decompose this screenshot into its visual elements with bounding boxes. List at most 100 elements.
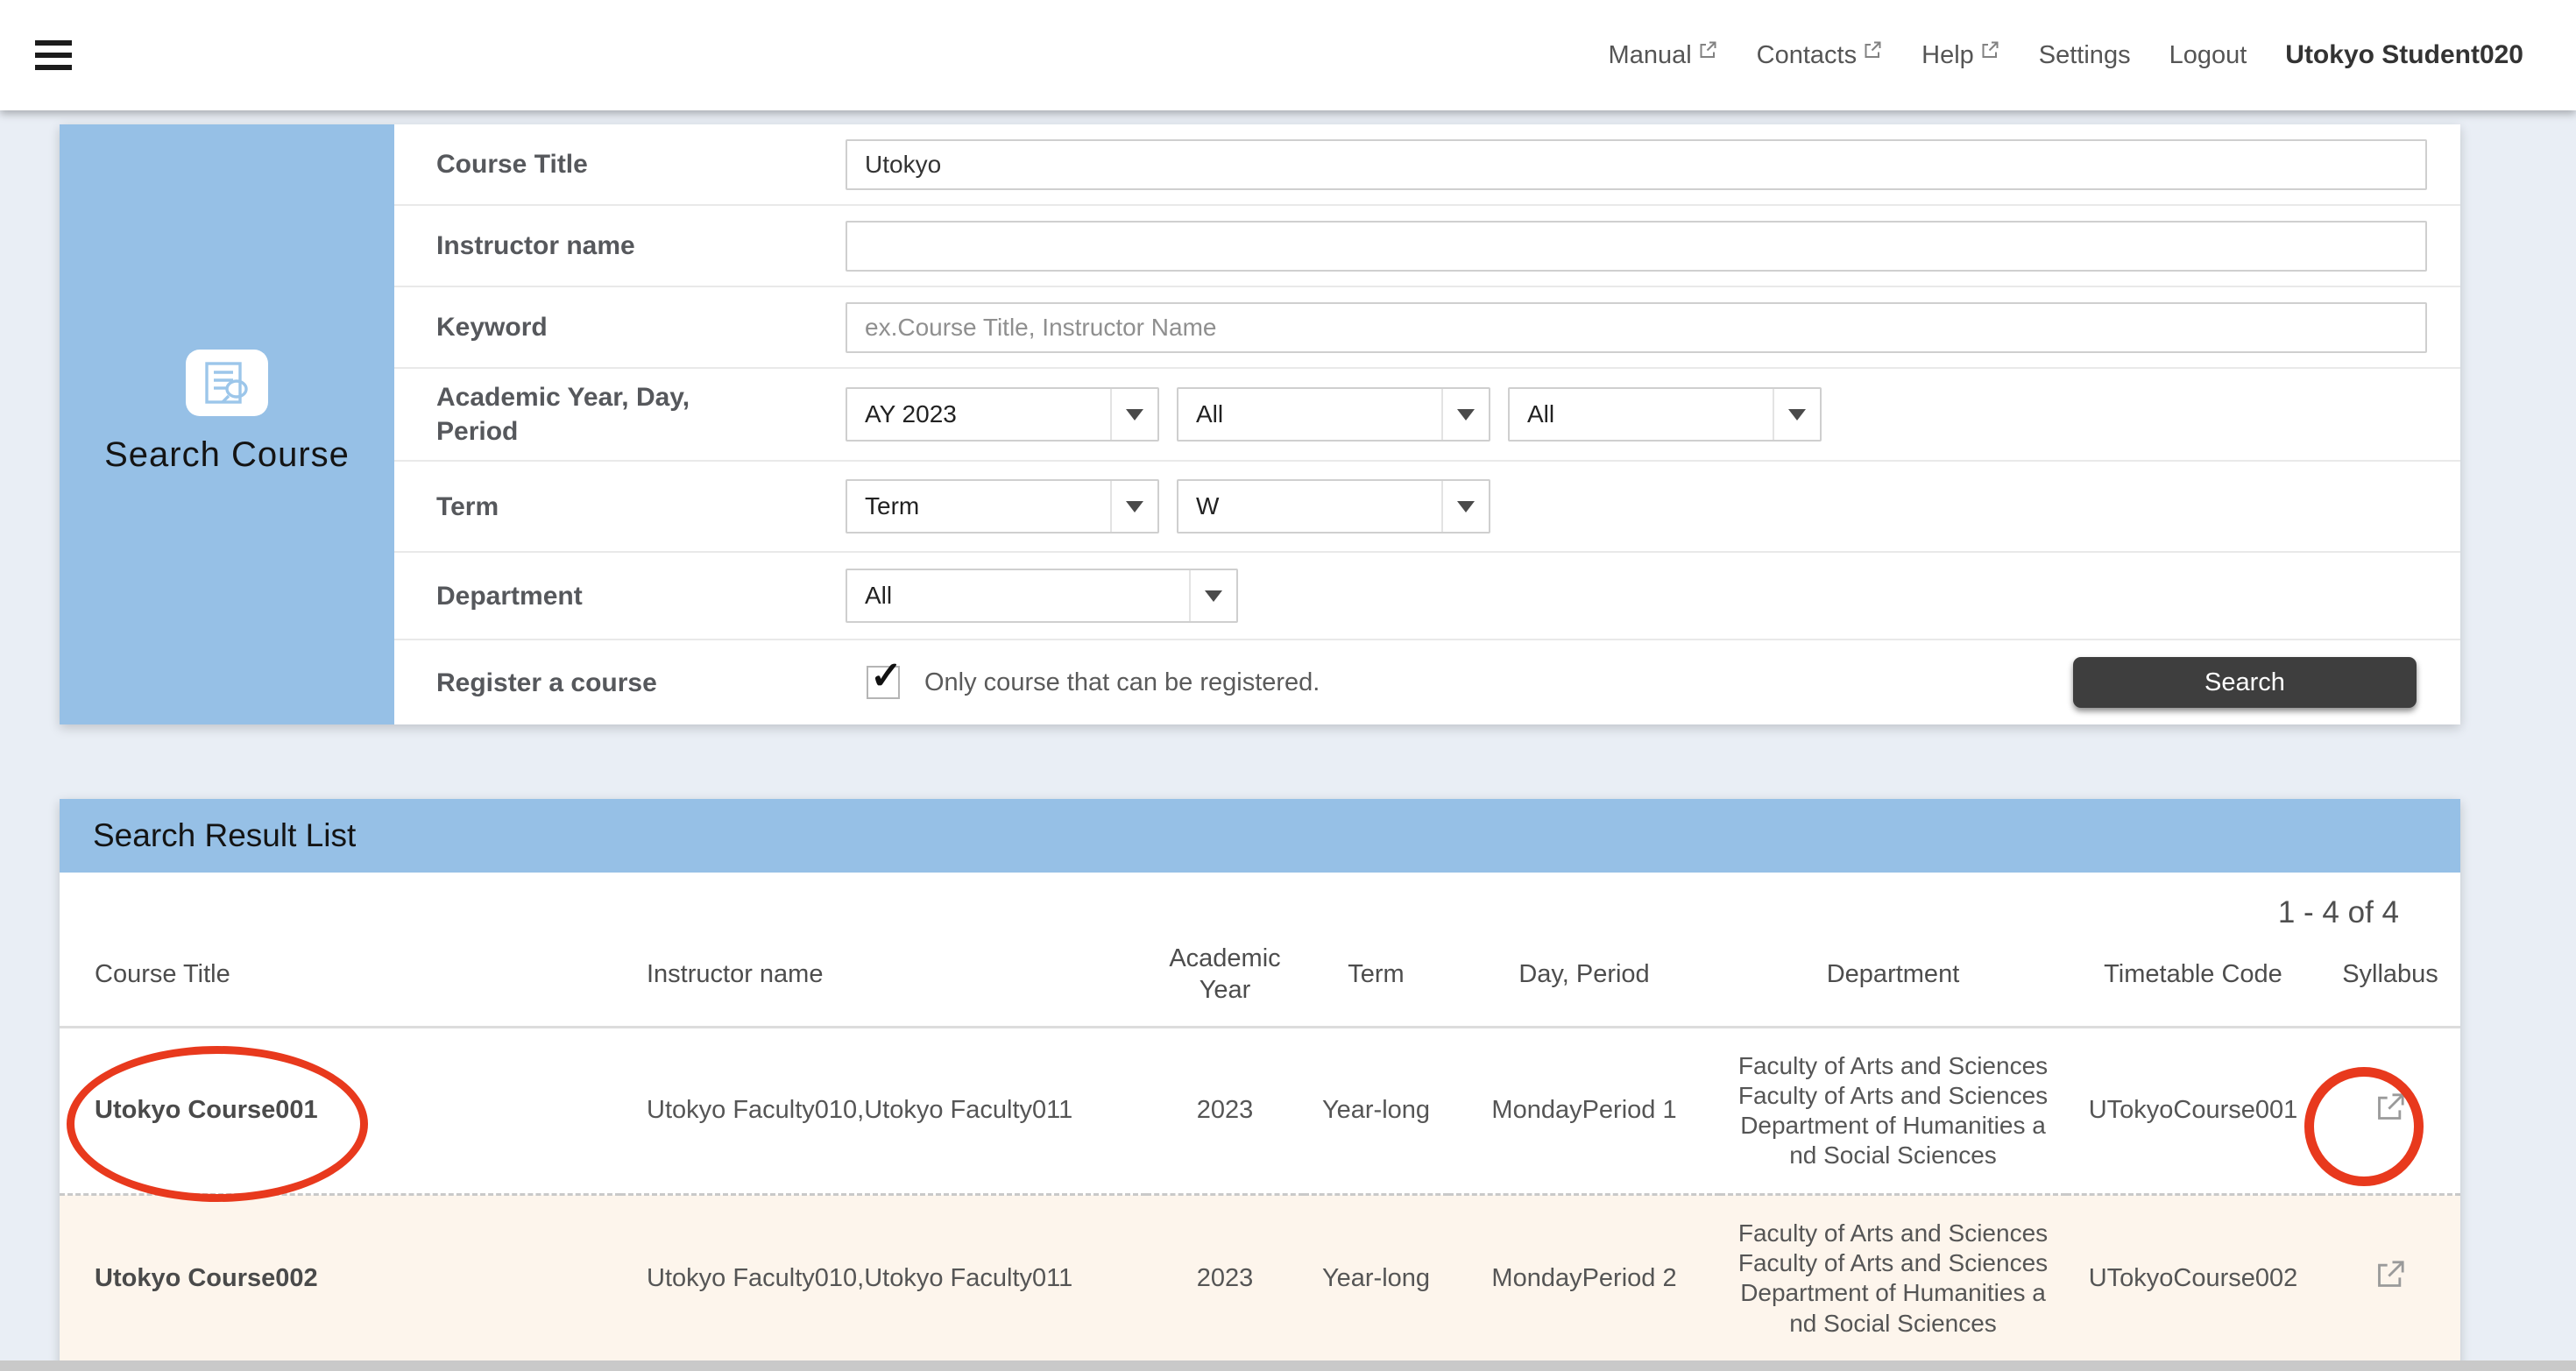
chevron-down-icon	[1773, 389, 1820, 440]
external-link-icon	[1700, 41, 1716, 58]
column-header-department: Department	[1826, 960, 1960, 989]
academic-year-cell: 2023	[1196, 1096, 1254, 1125]
day-select[interactable]: All	[1177, 387, 1490, 442]
form-row-term: Term Term W	[394, 462, 2460, 553]
search-result-list-header: Search Result List	[60, 799, 2460, 873]
nav-logout-label: Logout	[2169, 40, 2247, 69]
term-cell: Year-long	[1304, 1193, 1448, 1361]
form-row-instructor-name: Instructor name	[394, 206, 2460, 287]
course-title-controls	[846, 138, 2460, 190]
hamburger-bar	[35, 65, 72, 70]
nav-contacts-label: Contacts	[1756, 40, 1858, 69]
syllabus-cell	[2320, 1193, 2460, 1361]
course-title-input[interactable]	[846, 138, 2427, 190]
search-form: Course Title Instructor name Keyword	[394, 124, 2460, 724]
register-checkbox[interactable]: ✓	[867, 657, 902, 699]
keyword-input[interactable]	[846, 301, 2427, 353]
keyword-controls	[846, 301, 2460, 353]
form-row-keyword: Keyword	[394, 287, 2460, 369]
department-cell: Faculty of Arts and Sciences Faculty of …	[1720, 1193, 2066, 1361]
column-header-day-period: Day, Period	[1518, 960, 1650, 989]
chevron-down-icon	[1189, 570, 1236, 621]
course-title-label: Course Title	[436, 150, 588, 179]
horizontal-scrollbar[interactable]	[0, 1360, 2576, 1371]
search-course-title: Search Course	[104, 435, 350, 474]
term-value-select[interactable]: W	[1177, 479, 1490, 534]
search-course-card: Search Course Course Title Instructor na…	[60, 124, 2460, 724]
instructor-name-controls	[846, 220, 2460, 272]
register-a-course-label: Register a course	[436, 668, 657, 697]
syllabus-external-link-icon[interactable]	[2373, 1090, 2408, 1127]
logged-in-user-name: Utokyo Student020	[2285, 40, 2523, 69]
term-type-select[interactable]: Term	[846, 479, 1159, 534]
nav-contacts-link[interactable]: Contacts	[1757, 41, 1883, 70]
search-result-card: Search Result List 1 - 4 of 4 Course Tit…	[60, 799, 2460, 1371]
results-table-head: Course Title Instructor name Academic Ye…	[60, 934, 2460, 1027]
form-row-academic-year-day-period: Academic Year, Day, Period AY 2023 All A…	[394, 369, 2460, 462]
instructor-cell: Utokyo Faculty010,Utokyo Faculty011	[620, 1193, 1146, 1361]
day-period-cell: MondayPeriod 1	[1491, 1096, 1677, 1125]
keyword-label: Keyword	[436, 313, 548, 342]
academic-year-cell: 2023	[1146, 1193, 1304, 1361]
column-header-academic-year: Academic Year	[1169, 944, 1281, 1005]
chevron-down-icon	[1441, 389, 1489, 440]
column-header-instructor: Instructor name	[647, 960, 824, 989]
search-result-list-title: Search Result List	[93, 817, 357, 853]
course-title-link[interactable]: Utokyo Course002	[60, 1193, 620, 1361]
top-navigation: Manual Contacts Help Settings Logout Uto…	[1609, 0, 2523, 110]
column-header-term: Term	[1348, 960, 1405, 989]
external-link-icon	[1865, 41, 1881, 58]
table-row-course001: Utokyo Course001 Utokyo Faculty010,Utoky…	[60, 1027, 2460, 1195]
department-controls: All	[846, 569, 2460, 623]
course-title-link[interactable]: Utokyo Course001	[95, 1096, 318, 1125]
instructor-cell: Utokyo Faculty010,Utokyo Faculty011	[647, 1096, 1073, 1125]
academic-year-select[interactable]: AY 2023	[846, 387, 1159, 442]
hamburger-bar	[35, 40, 72, 46]
hamburger-bar	[35, 53, 72, 58]
column-header-syllabus: Syllabus	[2342, 960, 2438, 989]
period-select[interactable]: All	[1508, 387, 1822, 442]
department-select[interactable]: All	[846, 569, 1238, 623]
search-course-side-panel: Search Course	[60, 124, 394, 724]
column-header-timetable-code: Timetable Code	[2104, 960, 2282, 989]
nav-settings-link[interactable]: Settings	[2039, 41, 2131, 70]
table-row-course002: Utokyo Course002 Utokyo Faculty010,Utoky…	[60, 1193, 2460, 1361]
checkmark-icon: ✓	[870, 654, 902, 697]
nav-manual-link[interactable]: Manual	[1609, 41, 1718, 70]
timetable-code-cell: UTokyoCourse001	[2088, 1096, 2298, 1125]
instructor-name-label: Instructor name	[436, 231, 635, 260]
column-header-course-title: Course Title	[95, 960, 230, 989]
result-count: 1 - 4 of 4	[2277, 895, 2399, 929]
nav-manual-label: Manual	[1608, 40, 1692, 69]
nav-settings-label: Settings	[2038, 40, 2131, 69]
term-label: Term	[436, 491, 499, 521]
chevron-down-icon	[1441, 481, 1489, 532]
syllabus-cell	[2320, 1027, 2460, 1195]
form-row-department: Department All	[394, 553, 2460, 640]
nav-help-link[interactable]: Help	[1921, 41, 2000, 70]
academic-year-day-period-controls: AY 2023 All All	[846, 387, 2460, 442]
form-row-register: Register a course ✓ Only course that can…	[394, 640, 2460, 724]
form-row-course-title: Course Title	[394, 124, 2460, 206]
nav-help-label: Help	[1921, 40, 1974, 69]
department-label: Department	[436, 581, 583, 611]
chevron-down-icon	[1110, 481, 1157, 532]
timetable-code-cell: UTokyoCourse002	[2066, 1193, 2320, 1361]
results-table: Course Title Instructor name Academic Ye…	[60, 934, 2460, 1361]
top-header-bar: Manual Contacts Help Settings Logout Uto…	[0, 0, 2576, 110]
nav-logout-link[interactable]: Logout	[2169, 41, 2247, 70]
register-checkbox-note: Only course that can be registered.	[924, 668, 1320, 696]
hamburger-menu-icon[interactable]	[35, 40, 72, 70]
term-cell: Year-long	[1321, 1096, 1431, 1125]
chevron-down-icon	[1110, 389, 1157, 440]
search-button[interactable]: Search	[2073, 657, 2417, 708]
day-period-cell: MondayPeriod 2	[1448, 1193, 1720, 1361]
syllabus-external-link-icon[interactable]	[2373, 1257, 2408, 1295]
department-cell: Faculty of Arts and Sciences Faculty of …	[1737, 1051, 2049, 1169]
term-controls: Term W	[846, 479, 2460, 534]
academic-year-day-period-label: Academic Year, Day, Period	[436, 383, 690, 446]
instructor-name-input[interactable]	[846, 220, 2427, 272]
register-controls: ✓ Only course that can be registered. Se…	[846, 657, 2460, 708]
external-link-icon	[1982, 41, 1999, 58]
search-course-icon	[186, 350, 268, 416]
